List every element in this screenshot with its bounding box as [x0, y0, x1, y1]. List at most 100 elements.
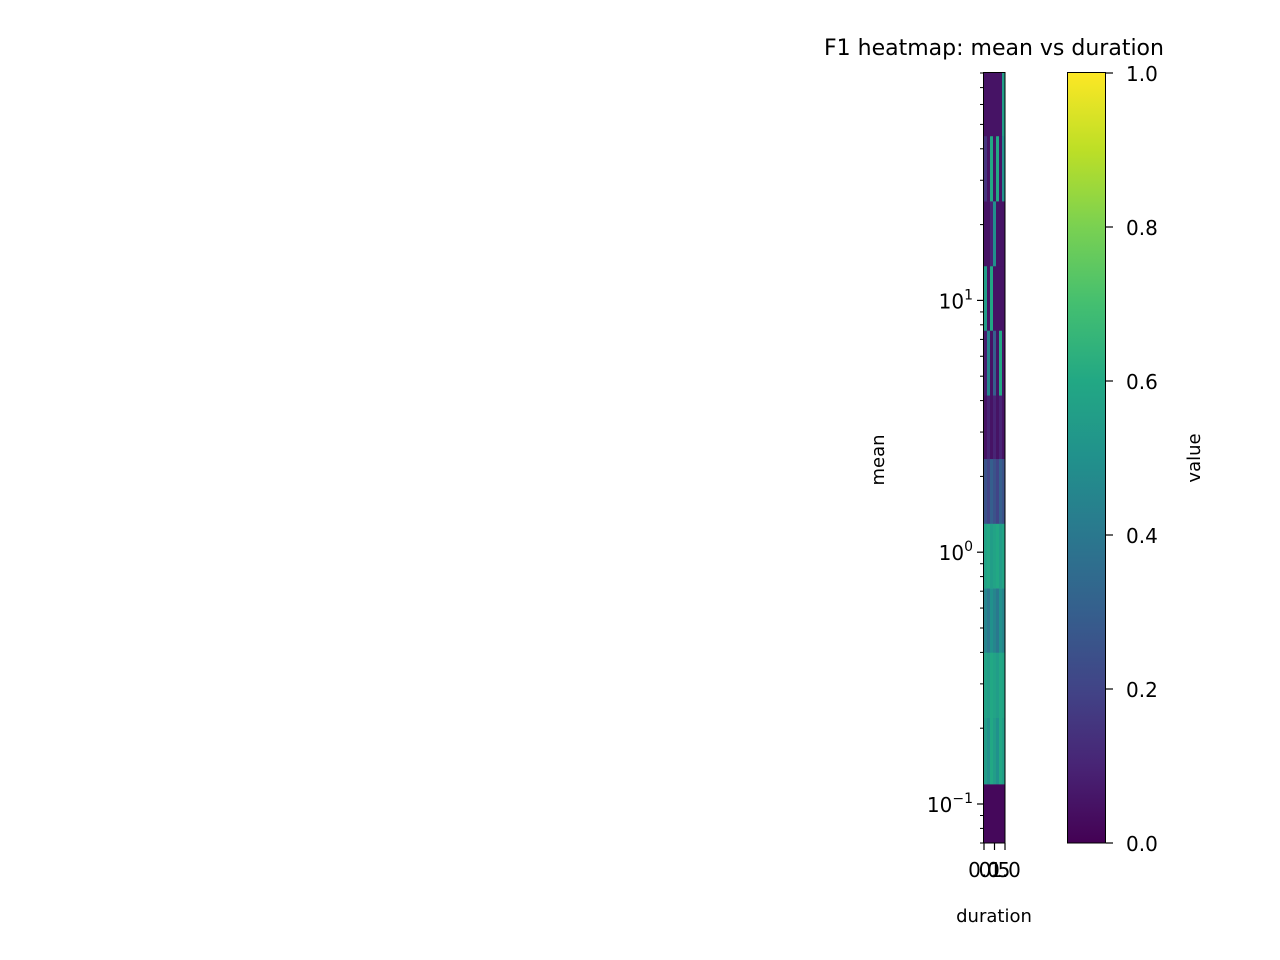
heatmap-cell	[984, 523, 988, 589]
heatmap-cell	[987, 73, 991, 137]
chart-title: F1 heatmap: mean vs duration	[824, 36, 1164, 61]
heatmap-cell	[990, 135, 994, 202]
heatmap-cell	[993, 588, 997, 653]
heatmap-cell	[1002, 523, 1006, 589]
heatmap-cell	[987, 135, 991, 202]
heatmap-cell	[990, 588, 994, 653]
heatmap-cell	[984, 395, 988, 460]
heatmap-cells	[984, 73, 1006, 844]
heatmap-cell	[996, 588, 1000, 653]
x-axis-ticks: 0.00.51.0	[968, 843, 1021, 882]
heatmap-cell	[990, 784, 994, 844]
heatmap-cell	[1002, 201, 1006, 267]
heatmap-cell	[993, 73, 997, 137]
x-tick-label: 1.0	[989, 858, 1021, 882]
heatmap-cell	[1002, 330, 1006, 396]
heatmap-cell	[984, 201, 988, 267]
heatmap-cell	[987, 201, 991, 267]
heatmap-cell	[1002, 73, 1006, 137]
heatmap-cell	[984, 717, 988, 785]
heatmap-cell	[990, 717, 994, 785]
heatmap-cell	[999, 717, 1003, 785]
heatmap-cell	[996, 458, 1000, 524]
colorbar-label: value	[1184, 433, 1205, 482]
heatmap-cell	[999, 135, 1003, 202]
heatmap-cell	[996, 652, 1000, 719]
x-tick-label: 0.5	[979, 858, 1011, 882]
heatmap-cell	[993, 458, 997, 524]
heatmap-cell	[1002, 135, 1006, 202]
y-axis-ticks: 101 100 10−1	[927, 287, 984, 817]
heatmap-cell	[987, 265, 991, 331]
heatmap-cell	[987, 523, 991, 589]
heatmap-cell	[993, 784, 997, 844]
heatmap-cell	[1002, 652, 1006, 719]
heatmap-cell	[993, 523, 997, 589]
heatmap-cell	[984, 458, 988, 524]
heatmap-cell	[996, 201, 1000, 267]
heatmap-cell	[990, 458, 994, 524]
heatmap-cell	[990, 395, 994, 460]
heatmap-cell	[984, 588, 988, 653]
heatmap-cell	[984, 73, 988, 137]
heatmap-cell	[990, 265, 994, 331]
heatmap-cell	[987, 395, 991, 460]
heatmap-cell	[987, 588, 991, 653]
heatmap-cell	[993, 265, 997, 331]
heatmap-cell	[996, 784, 1000, 844]
y-tick-label: 100	[939, 539, 973, 565]
heatmap-cell	[999, 395, 1003, 460]
heatmap-cell	[999, 652, 1003, 719]
heatmap-cell	[987, 784, 991, 844]
heatmap-cell	[999, 73, 1003, 137]
heatmap-cell	[993, 135, 997, 202]
colorbar-tick-label: 0.4	[1126, 524, 1158, 548]
y-tick-label: 101	[939, 287, 973, 313]
colorbar-tick-label: 1.0	[1126, 62, 1158, 86]
colorbar	[1067, 72, 1106, 844]
heatmap-cell	[990, 330, 994, 396]
heatmap-cell	[1002, 458, 1006, 524]
heatmap-cell	[984, 135, 988, 202]
heatmap-cell	[990, 73, 994, 137]
heatmap-cell	[993, 652, 997, 719]
y-minor-ticks	[980, 72, 984, 844]
x-tick-label: 0.0	[968, 858, 1000, 882]
heatmap-cell	[984, 330, 988, 396]
heatmap-cell	[996, 135, 1000, 202]
colorbar-tick-label: 0.8	[1126, 216, 1158, 240]
heatmap-cell	[999, 201, 1003, 267]
heatmap-cell	[996, 523, 1000, 589]
heatmap-cell	[1002, 265, 1006, 331]
heatmap-cell	[993, 201, 997, 267]
heatmap-cell	[987, 458, 991, 524]
heatmap-cell	[996, 717, 1000, 785]
heatmap-cell	[993, 395, 997, 460]
heatmap-cell	[984, 652, 988, 719]
heatmap-cell	[996, 330, 1000, 396]
heatmap-cell	[999, 330, 1003, 396]
colorbar-tick-label: 0.0	[1126, 832, 1158, 856]
colorbar-ticks: 0.0 0.2 0.4 0.6 0.8 1.0	[1106, 62, 1158, 856]
heatmap-cell	[990, 523, 994, 589]
heatmap-cell	[999, 265, 1003, 331]
y-tick-label: 10−1	[927, 791, 973, 817]
heatmap-cell	[990, 201, 994, 267]
heatmap-cell	[999, 588, 1003, 653]
heatmap-cell	[984, 784, 988, 844]
heatmap-cell	[987, 330, 991, 396]
colorbar-tick-label: 0.6	[1126, 370, 1158, 394]
heatmap-cell	[993, 717, 997, 785]
colorbar-tick-label: 0.2	[1126, 678, 1158, 702]
heatmap-cell	[1002, 395, 1006, 460]
heatmap-cell	[1002, 784, 1006, 844]
heatmap-cell	[999, 523, 1003, 589]
heatmap-cell	[987, 652, 991, 719]
heatmap-cell	[999, 784, 1003, 844]
heatmap-cell	[984, 265, 988, 331]
heatmap-cell	[999, 458, 1003, 524]
heatmap-cell	[993, 330, 997, 396]
heatmap-cell	[1002, 717, 1006, 785]
y-axis-label: mean	[868, 434, 889, 485]
